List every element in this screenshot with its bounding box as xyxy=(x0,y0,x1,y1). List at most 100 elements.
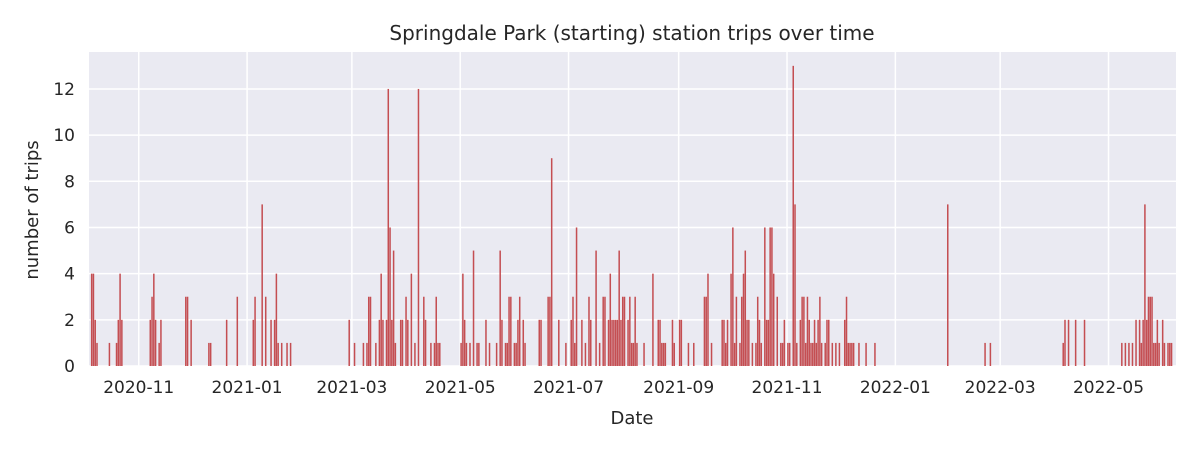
bar xyxy=(1131,342,1134,366)
bar xyxy=(788,342,791,366)
bar xyxy=(252,319,255,366)
bar xyxy=(209,342,212,366)
bar xyxy=(826,319,828,366)
bar xyxy=(1169,342,1171,366)
bar xyxy=(771,227,773,366)
bar xyxy=(984,342,986,366)
bar xyxy=(776,296,779,366)
bar xyxy=(401,319,404,366)
bar xyxy=(399,319,402,366)
bar xyxy=(270,319,272,366)
bar xyxy=(151,296,153,366)
bar xyxy=(435,296,437,366)
bar xyxy=(812,342,814,366)
bar xyxy=(574,342,576,366)
bar xyxy=(549,296,551,366)
bar xyxy=(849,342,851,366)
bar xyxy=(465,342,468,366)
bar xyxy=(947,204,949,366)
bar xyxy=(808,319,810,366)
bar xyxy=(746,319,748,366)
bar xyxy=(851,342,853,366)
bar xyxy=(611,319,613,366)
bar xyxy=(414,342,416,366)
bar xyxy=(636,342,638,366)
bar xyxy=(803,296,805,366)
bar xyxy=(476,342,478,366)
bar xyxy=(1154,342,1157,366)
bar xyxy=(362,342,365,366)
bar xyxy=(781,342,784,366)
bar xyxy=(385,319,388,366)
bar xyxy=(748,319,750,366)
bar xyxy=(547,296,549,366)
bar xyxy=(185,296,187,366)
bar xyxy=(462,273,464,366)
bar xyxy=(724,342,727,366)
bar xyxy=(765,319,768,366)
bar xyxy=(687,342,690,366)
bar xyxy=(1158,342,1160,366)
y-tick-label: 6 xyxy=(64,218,75,238)
bar xyxy=(740,296,743,366)
x-tick-label: 2021-07 xyxy=(533,378,604,398)
bar xyxy=(657,319,660,366)
bar xyxy=(673,342,675,366)
bar xyxy=(501,319,503,366)
x-tick-label: 2022-03 xyxy=(965,378,1036,398)
grid xyxy=(89,52,1176,367)
bar xyxy=(522,319,525,366)
bar xyxy=(792,65,794,366)
bar xyxy=(424,319,427,366)
bar xyxy=(643,342,645,366)
bar xyxy=(153,273,155,366)
bar xyxy=(1145,319,1148,366)
bar xyxy=(261,204,263,366)
bar xyxy=(391,319,393,366)
bar xyxy=(787,342,789,366)
bar xyxy=(485,319,487,366)
bars xyxy=(90,65,1173,366)
bar xyxy=(847,342,850,366)
y-tick-labels: 0 2 4 6 8 10 12 xyxy=(53,80,75,377)
bar xyxy=(460,342,462,366)
bar xyxy=(495,342,498,366)
bar xyxy=(989,342,992,366)
bar xyxy=(394,342,397,366)
bar xyxy=(510,296,512,366)
x-tick-label: 2022-05 xyxy=(1073,378,1144,398)
bar xyxy=(277,342,279,366)
bar xyxy=(513,342,516,366)
bar xyxy=(819,296,821,366)
bar xyxy=(678,319,681,366)
bar xyxy=(1067,319,1070,366)
bar xyxy=(1147,296,1150,366)
y-tick-label: 0 xyxy=(64,357,75,377)
y-tick-label: 4 xyxy=(64,265,75,285)
bar xyxy=(190,319,192,366)
bar xyxy=(1156,319,1159,366)
bar xyxy=(652,273,654,366)
bar xyxy=(659,319,661,366)
bar xyxy=(540,319,542,366)
bar xyxy=(852,342,855,366)
bar xyxy=(538,319,541,366)
x-tick-label: 2021-03 xyxy=(316,378,387,398)
bar xyxy=(499,250,501,366)
bar xyxy=(726,319,729,366)
bar xyxy=(756,296,759,366)
bar xyxy=(289,342,292,366)
bar xyxy=(732,227,734,366)
bar xyxy=(634,296,636,366)
bar xyxy=(721,319,723,366)
bar xyxy=(780,342,782,366)
bar xyxy=(366,342,368,366)
bar xyxy=(515,342,517,366)
bar xyxy=(758,319,761,366)
bar xyxy=(437,342,439,366)
bar xyxy=(504,342,507,366)
bar xyxy=(858,342,860,366)
bar xyxy=(1128,342,1130,366)
bar xyxy=(794,204,796,366)
bar xyxy=(369,296,372,366)
